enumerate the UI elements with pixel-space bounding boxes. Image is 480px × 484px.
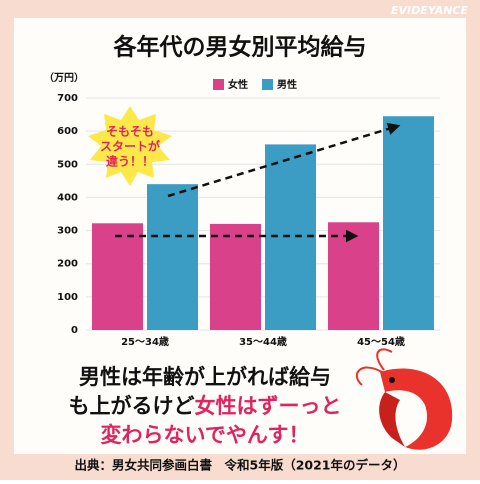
y-tick-label: 600 (57, 126, 78, 137)
starburst (88, 106, 172, 186)
caption-segment: 変わらないでやんす！ (101, 423, 310, 447)
legend-label: 女性 (228, 78, 248, 91)
bar (328, 222, 379, 330)
annotation-line: 違う！！ (106, 154, 154, 169)
watermark: EVIDEYANCE (391, 4, 468, 17)
annotation-line: そもそも (106, 125, 154, 139)
annotation-line: スタートが (100, 139, 160, 154)
shrimp-illustration (355, 348, 453, 450)
caption-segment: も上がるけど (69, 394, 195, 418)
legend-swatch (262, 79, 273, 90)
legend-swatch (213, 79, 224, 90)
caption-line: も上がるけど女性はずーっと (69, 394, 342, 418)
y-axis-label: （万円） (44, 71, 84, 84)
y-tick-label: 300 (57, 226, 78, 237)
arrow (167, 122, 401, 198)
chart-title: 各年代の男女別平均給与 (113, 34, 367, 61)
bar (210, 223, 261, 330)
bar (92, 223, 143, 330)
y-tick-label: 700 (57, 93, 78, 104)
source: 出典：男女共同参画白書 令和5年版（2021年のデータ） (75, 458, 406, 473)
caption-line: 男性は年齢が上がれば給与 (79, 365, 331, 389)
caption-line: 変わらないでやんす！ (101, 423, 310, 447)
y-tick-label: 400 (57, 192, 78, 203)
y-tick-label: 100 (57, 292, 78, 303)
x-tick-label: 45～54歳 (357, 335, 405, 348)
y-tick-label: 0 (71, 325, 78, 336)
x-tick-label: 25～34歳 (121, 335, 169, 348)
caption-segment: 女性はずーっと (195, 394, 342, 418)
bar (383, 116, 434, 330)
y-tick-label: 200 (57, 259, 78, 270)
legend-label: 男性 (277, 78, 297, 91)
x-tick-label: 35～44歳 (239, 335, 287, 348)
caption-segment: 男性は年齢が上がれば給与 (79, 365, 331, 389)
bar (147, 184, 198, 330)
y-tick-label: 500 (57, 159, 78, 170)
